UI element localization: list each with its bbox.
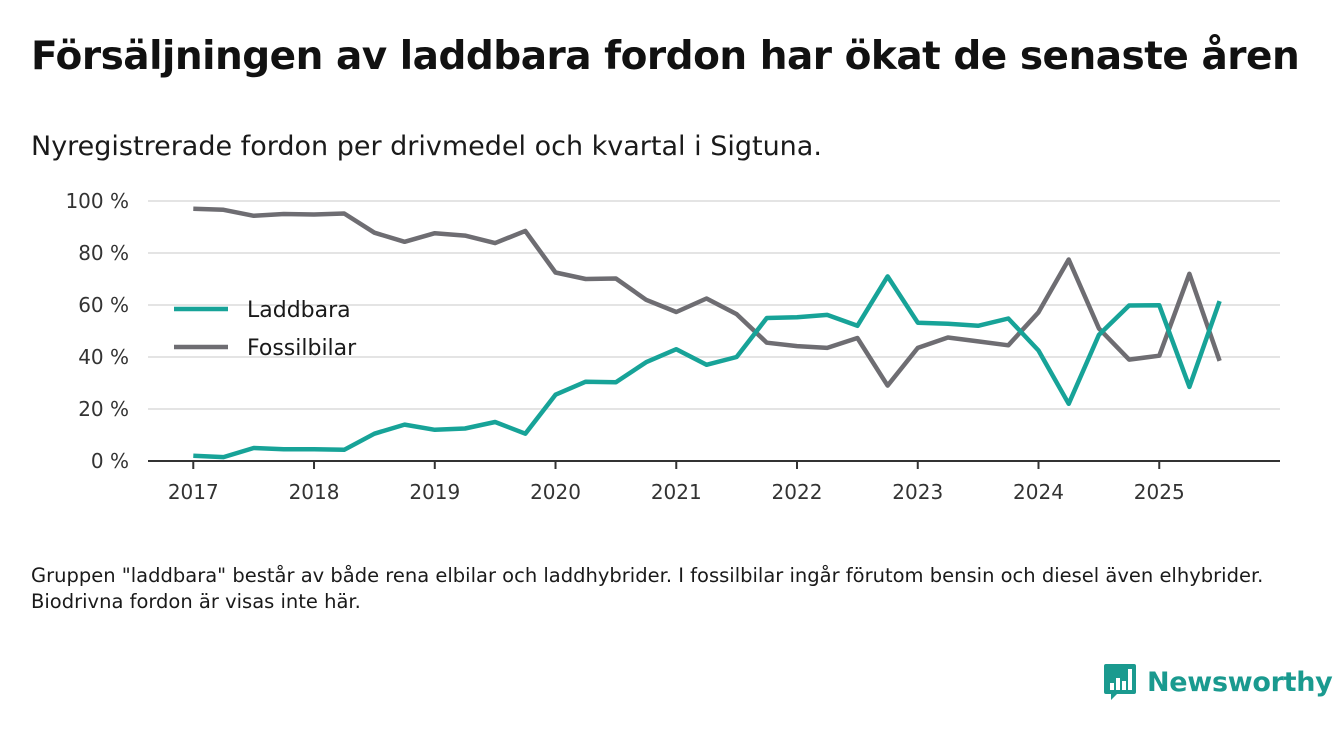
x-axis: 2017 2018 2019 2020 2021 2022 2023 2024 2025: [148, 460, 1280, 504]
x-tick-label: 2017: [168, 480, 219, 504]
x-tick-label: 2021: [651, 480, 702, 504]
y-tick-label: 100 %: [65, 189, 129, 213]
x-tick-label: 2020: [530, 480, 581, 504]
y-tick-label: 20 %: [78, 397, 129, 421]
brand-name: Newsworthy: [1147, 666, 1333, 698]
x-tick-label: 2018: [289, 480, 340, 504]
chart-title: Försäljningen av laddbara fordon har öka…: [31, 34, 1300, 79]
x-tick-label: 2022: [772, 480, 823, 504]
newsworthy-logo: Newsworthy: [1103, 662, 1333, 702]
x-tick-label: 2019: [409, 480, 460, 504]
x-tick-label: 2024: [1013, 480, 1064, 504]
x-tick-label: 2023: [892, 480, 943, 504]
newsworthy-logo-icon: [1104, 664, 1136, 700]
series-line-laddbara: [193, 274, 1222, 460]
legend: Laddbara Fossilbilar: [174, 298, 357, 361]
y-tick-label: 0 %: [91, 449, 129, 473]
y-tick-label: 40 %: [78, 345, 129, 369]
y-tick-label: 60 %: [78, 293, 129, 317]
series-line-fossilbilar: [193, 206, 1222, 388]
y-tick-label: 80 %: [78, 241, 129, 265]
chart-subtitle: Nyregistrerade fordon per drivmedel och …: [31, 131, 822, 162]
y-axis-labels: 0 % 20 % 40 % 60 % 80 % 100 %: [65, 189, 129, 473]
footnote: Gruppen "laddbara" består av både rena e…: [31, 564, 1264, 613]
series-lines: [193, 206, 1222, 460]
legend-label-fossilbilar: Fossilbilar: [247, 336, 357, 361]
x-tick-label: 2025: [1134, 480, 1185, 504]
legend-label-laddbara: Laddbara: [247, 298, 351, 323]
line-chart: 0 % 20 % 40 % 60 % 80 % 100 % 2017 2018 2019 202…: [65, 189, 1280, 504]
